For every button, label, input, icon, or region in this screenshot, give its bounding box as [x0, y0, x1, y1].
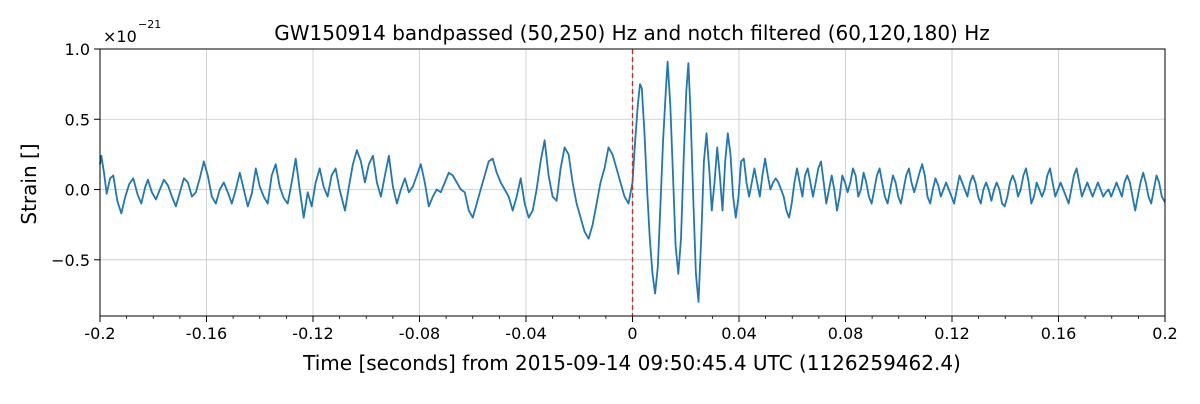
y-tick-label: 0.5	[65, 110, 90, 129]
x-tick-label: 0.04	[721, 324, 757, 343]
x-tick-label: 0.16	[1041, 324, 1077, 343]
x-tick-label: -0.2	[84, 324, 115, 343]
strain-series-line	[99, 60, 1166, 303]
y-offset-text: ×10	[103, 27, 137, 46]
y-offset-exponent: −21	[138, 18, 161, 31]
x-tick-label: 0.08	[828, 324, 864, 343]
y-tick-label: 1.0	[65, 40, 90, 59]
y-tick-label: −0.5	[51, 251, 90, 270]
x-tick-label: 0.12	[934, 324, 970, 343]
x-tick-label: 0	[627, 324, 637, 343]
x-axis-label: Time [seconds] from 2015-09-14 09:50:45.…	[302, 351, 961, 375]
x-tick-label: -0.16	[186, 324, 227, 343]
x-tick-label: -0.12	[292, 324, 333, 343]
tick-labels: -0.2 -0.16 -0.12 -0.08 -0.04 0 0.04 0.08 0.12 0.1…	[51, 40, 1178, 343]
y-tick-label: 0.0	[65, 181, 90, 200]
series-layer	[99, 60, 1166, 303]
chart-title: GW150914 bandpassed (50,250) Hz and notc…	[274, 21, 990, 45]
x-tick-label: 0.2	[1152, 324, 1177, 343]
tick-marks	[94, 48, 1166, 322]
x-tick-label: -0.08	[399, 324, 440, 343]
y-axis-label: Strain []	[17, 143, 41, 224]
x-tick-label: -0.04	[505, 324, 546, 343]
